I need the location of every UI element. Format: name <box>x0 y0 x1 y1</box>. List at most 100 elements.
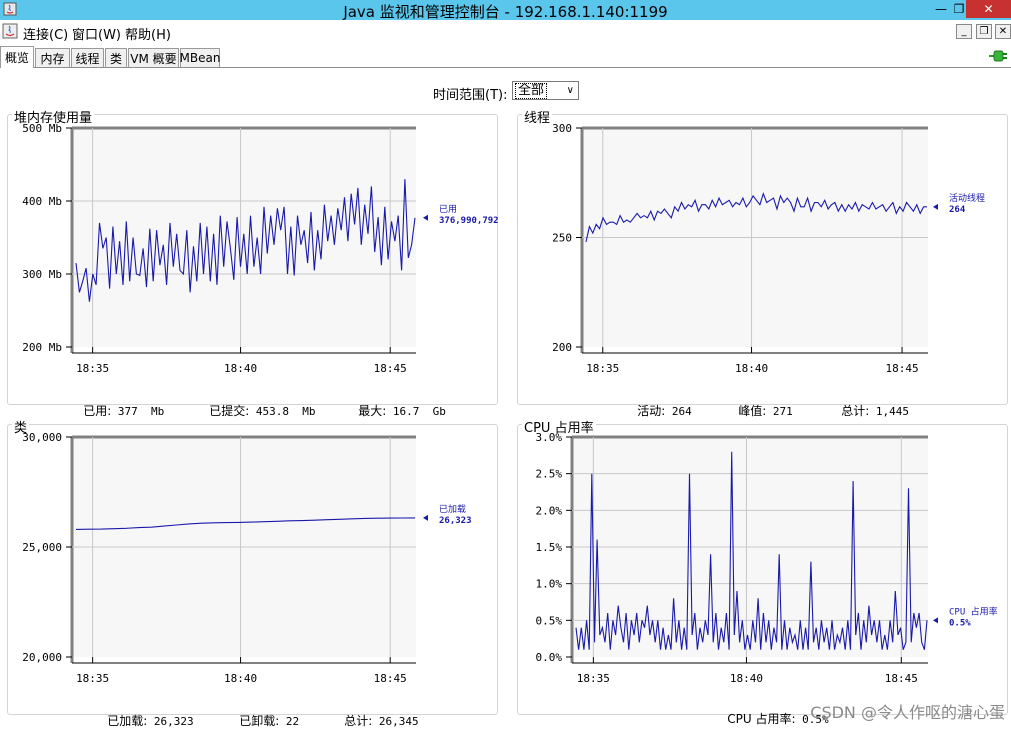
close-icon: ✕ <box>983 2 994 16</box>
heap-used-value: 377 Mb <box>117 405 165 418</box>
heap-chart-group: 200 Mb 300 Mb 400 Mb 500 Mb 18:35 18:40 18:45 已… <box>22 122 498 375</box>
connection-status-icon[interactable] <box>989 49 1009 63</box>
threads-live-label: 活动: <box>637 404 666 418</box>
threads-panel-title: 线程 <box>522 107 553 126</box>
threads-total-stat: 总计: 1,445 <box>828 389 909 419</box>
heap-y-tick-label: 300 Mb <box>22 268 62 281</box>
heap-memory-panel <box>7 114 498 405</box>
mdi-minimize-button[interactable]: _ <box>956 24 972 39</box>
classes-x-tick-label: 18:35 <box>76 672 109 685</box>
classes-y-tick-label: 20,000 <box>22 651 62 664</box>
classes-panel <box>7 424 498 715</box>
tab-classes[interactable]: 类 <box>105 48 127 67</box>
restore-icon: ❐ <box>953 2 965 16</box>
heap-x-tick-label: 18:35 <box>76 362 109 375</box>
tab-vm-summary[interactable]: VM 概要 <box>128 48 179 67</box>
classes-legend-value: 26,323 <box>439 516 472 526</box>
cpu-usage-value: 0.5% <box>802 713 829 726</box>
minimize-window-button[interactable]: — <box>919 0 963 18</box>
heap-series-line <box>75 179 416 302</box>
menu-connection[interactable]: 连接(C) <box>23 28 69 43</box>
threads-peak-label: 峰值: <box>738 404 767 418</box>
cpu-x-tick-label: 18:45 <box>885 672 918 685</box>
close-icon: ✕ <box>998 26 1008 37</box>
cpu-panel <box>517 424 1008 715</box>
mdi-restore-button[interactable]: ❐ <box>976 24 992 39</box>
cpu-series-line <box>575 451 928 650</box>
threads-total-label: 总计: <box>841 404 870 418</box>
time-range-select[interactable]: 全部 ∨ <box>512 81 579 100</box>
restore-icon: ❐ <box>979 26 989 37</box>
classes-loaded-stat: 已加载: 26,323 <box>94 699 193 729</box>
restore-window-button[interactable]: ❐ <box>939 0 979 18</box>
minimize-icon: — <box>935 2 947 16</box>
heap-x-tick-label: 18:45 <box>374 362 407 375</box>
java-app-icon <box>3 2 17 16</box>
time-range-label: 时间范围(T): <box>433 88 508 103</box>
classes-chart-group: 20,000 25,000 30,000 18:35 18:40 18:45 已加载26,3… <box>22 431 471 685</box>
tab-bar: 概览 内存 线程 类 VM 概要 MBean <box>0 45 1011 68</box>
classes-total-label: 总计: <box>344 714 373 728</box>
threads-live-stat: 活动: 264 <box>624 389 692 419</box>
menu-window[interactable]: 窗口(W) <box>72 28 121 43</box>
classes-x-tick-label: 18:45 <box>374 672 407 685</box>
classes-total-stat: 总计: 26,345 <box>331 699 419 729</box>
classes-unloaded-stat: 已卸载: 22 <box>226 699 299 729</box>
time-range-value: 全部 <box>515 83 548 99</box>
heap-panel-title: 堆内存使用量 <box>12 107 95 126</box>
cpu-y-tick-label: 2.0% <box>536 504 563 517</box>
chevron-down-icon: ∨ <box>566 85 574 96</box>
watermark: CSDN @令人作呕的溏心蛋 <box>810 703 1005 722</box>
tab-threads[interactable]: 线程 <box>71 48 104 67</box>
threads-x-tick-label: 18:35 <box>586 362 619 375</box>
tab-mbean[interactable]: MBean <box>180 48 220 67</box>
heap-max-label: 最大: <box>358 404 387 418</box>
threads-y-tick-label: 200 <box>552 341 572 354</box>
heap-legend-marker <box>423 214 428 221</box>
threads-x-tick-label: 18:40 <box>735 362 768 375</box>
close-window-button[interactable]: ✕ <box>966 0 1011 18</box>
java-menu-icon[interactable] <box>2 23 18 39</box>
cpu-y-tick-label: 0.5% <box>536 614 563 627</box>
cpu-chart-group: 0.0% 0.5% 1.0% 1.5% 2.0% 2.5% 3.0% 18:35 18:40 18… <box>536 431 998 685</box>
tab-memory[interactable]: 内存 <box>35 48 70 67</box>
heap-legend-name: 已用 <box>439 204 457 215</box>
title-bar[interactable]: Java 监视和管理控制台 - 192.168.1.140:1199 — ❐ ✕ <box>0 0 1011 21</box>
heap-committed-stat: 已提交: 453.8 Mb <box>196 389 316 419</box>
cpu-usage-stat: CPU 占用率: 0.5% <box>714 697 829 727</box>
cpu-x-tick-label: 18:35 <box>577 672 610 685</box>
threads-series-line <box>585 192 927 243</box>
cpu-usage-label: CPU 占用率: <box>727 712 796 726</box>
menu-help[interactable]: 帮助(H) <box>125 28 171 43</box>
threads-peak-value: 271 <box>772 405 793 418</box>
window-title: Java 监视和管理控制台 - 192.168.1.140:1199 <box>343 3 668 21</box>
threads-y-tick-label: 250 <box>552 232 572 245</box>
threads-legend-name: 活动线程 <box>949 192 985 204</box>
cpu-legend-marker <box>933 617 938 624</box>
tab-overview[interactable]: 概览 <box>0 46 34 68</box>
classes-legend-marker <box>423 514 428 521</box>
classes-series-line <box>75 517 416 530</box>
classes-unloaded-value: 22 <box>285 715 300 728</box>
threads-y-tick-label: 300 <box>552 122 572 135</box>
heap-max-stat: 最大: 16.7 Gb <box>345 389 446 419</box>
cpu-legend-value: 0.5% <box>949 618 971 628</box>
threads-legend-marker <box>933 203 938 210</box>
cpu-y-tick-label: 1.5% <box>536 541 563 554</box>
heap-y-tick-label: 500 Mb <box>22 122 62 135</box>
heap-used-label: 已用: <box>83 404 112 418</box>
heap-committed-value: 453.8 Mb <box>255 405 316 418</box>
threads-panel <box>517 114 1008 405</box>
cpu-panel-title: CPU 占用率 <box>522 417 596 436</box>
cpu-y-tick-label: 2.5% <box>536 468 563 481</box>
cpu-y-tick-label: 3.0% <box>536 431 563 444</box>
cpu-legend-name: CPU 占用率 <box>949 605 998 617</box>
classes-total-value: 26,345 <box>378 715 419 728</box>
minimize-icon: _ <box>961 26 967 37</box>
cpu-x-tick-label: 18:40 <box>730 672 763 685</box>
heap-stats: 已用: 377 Mb <box>70 389 164 419</box>
cpu-y-tick-label: 1.0% <box>536 578 563 591</box>
classes-y-tick-label: 25,000 <box>22 541 62 554</box>
